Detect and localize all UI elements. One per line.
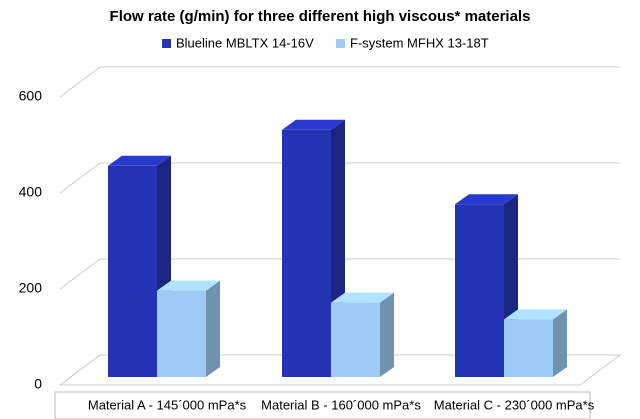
bar (282, 129, 331, 377)
bar-side (380, 292, 394, 377)
bar-top (331, 292, 394, 303)
bar (455, 204, 504, 377)
x-tick-label: Material A - 145´000 mPa*s (88, 397, 247, 412)
legend-label: F-system MFHX 13-18T (350, 35, 489, 50)
legend-label: Blueline MBLTX 14-16V (176, 35, 314, 50)
grid-line (59, 162, 620, 194)
bar-top (455, 194, 518, 205)
bar-side (206, 280, 220, 377)
grid-line (59, 258, 620, 290)
legend-swatch (162, 39, 171, 48)
bar-top (282, 119, 345, 130)
category-box (54, 391, 591, 419)
x-tick-label: Material C - 230´000 mPa*s (434, 397, 595, 412)
bar-top (504, 309, 567, 320)
grid-line (59, 354, 620, 386)
bar (157, 290, 206, 377)
bar-top (157, 280, 220, 291)
y-tick-label: 600 (19, 88, 43, 104)
grid-line (59, 66, 620, 98)
y-tick-label: 0 (34, 376, 42, 392)
y-tick-label: 200 (19, 280, 43, 296)
legend-swatch (336, 39, 345, 48)
bar-top (108, 155, 171, 166)
bar (331, 302, 380, 377)
bar (504, 319, 553, 377)
y-tick-label: 400 (19, 184, 43, 200)
chart-title: Flow rate (g/min) for three different hi… (110, 8, 531, 25)
bar-side (553, 309, 567, 377)
x-tick-label: Material B - 160´000 mPa*s (261, 397, 421, 412)
bar (108, 165, 157, 377)
